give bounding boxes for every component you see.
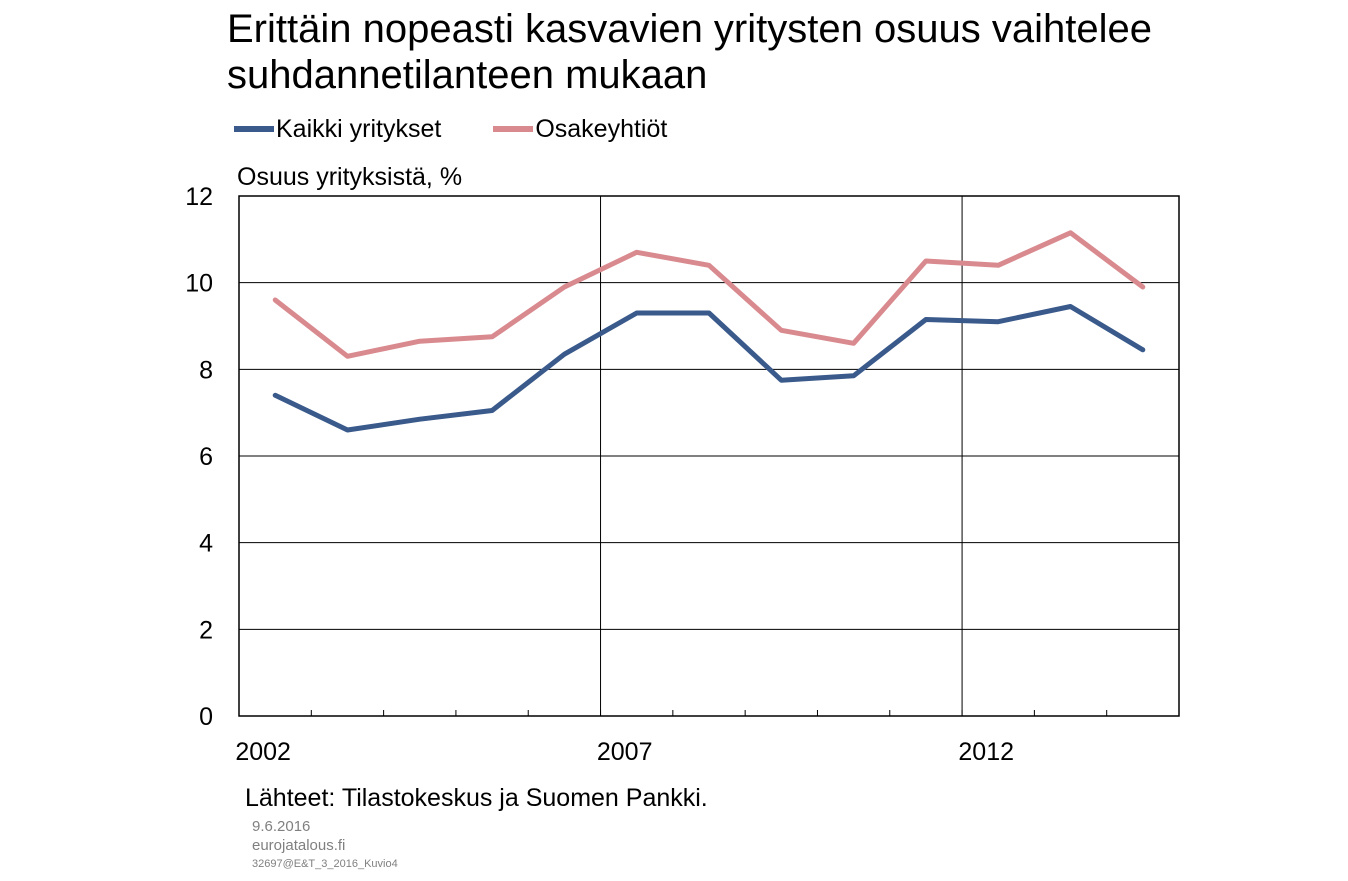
site-name: eurojatalous.fi <box>252 837 346 854</box>
chart-title-line-2: suhdannetilanteen mukaan <box>227 53 708 97</box>
x-tick-label: 2002 <box>235 738 291 766</box>
legend-label-kaikki: Kaikki yritykset <box>276 114 442 143</box>
chart-title-line-1: Erittäin nopeasti kasvavien yritysten os… <box>227 7 1152 51</box>
legend-swatch-kaikki <box>234 126 274 132</box>
chart-legend: Kaikki yritykset Osakeyhtiöt <box>234 112 719 146</box>
figure-code: 32697@E&T_3_2016_Kuvio4 <box>252 858 398 870</box>
series-line-osakeyhtiot <box>272 230 1146 359</box>
y-tick-label: 8 <box>199 356 213 384</box>
plot-frame <box>238 195 1180 717</box>
series-line-kaikki-yritykset <box>272 304 1146 433</box>
legend-item-kaikki: Kaikki yritykset <box>234 115 441 144</box>
y-axis-label: Osuus yrityksistä, % <box>237 163 463 191</box>
legend-label-osakeyhtiot: Osakeyhtiöt <box>535 114 668 143</box>
y-tick-label: 0 <box>199 703 213 731</box>
x-tick-label: 2007 <box>597 738 653 766</box>
y-tick-label: 10 <box>185 270 213 298</box>
y-tick-label: 12 <box>185 183 213 211</box>
publish-date: 9.6.2016 <box>252 818 311 835</box>
chart-title: Erittäin nopeasti kasvavien yritysten os… <box>227 6 1327 98</box>
legend-item-osakeyhtiot: Osakeyhtiöt <box>493 115 667 144</box>
y-tick-label: 6 <box>199 443 213 471</box>
legend-swatch-osakeyhtiot <box>493 126 534 132</box>
source-note: Lähteet: Tilastokeskus ja Suomen Pankki. <box>245 784 708 812</box>
y-tick-label: 2 <box>199 616 213 644</box>
x-tick-label: 2012 <box>958 738 1014 766</box>
y-tick-label: 4 <box>199 530 213 558</box>
